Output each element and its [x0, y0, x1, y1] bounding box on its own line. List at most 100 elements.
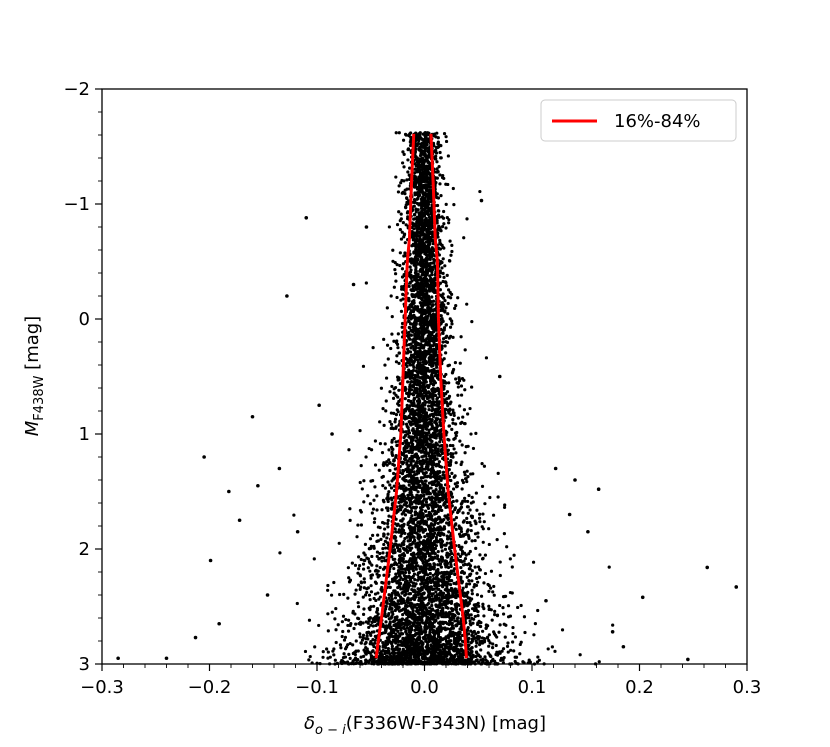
scatter-point — [463, 496, 467, 500]
scatter-point — [386, 532, 390, 536]
scatter-point — [470, 539, 474, 543]
scatter-point — [392, 471, 396, 476]
scatter-point — [449, 595, 454, 599]
scatter-point — [390, 450, 394, 454]
scatter-point — [405, 403, 409, 407]
scatter-point — [452, 413, 456, 418]
scatter-point — [381, 640, 385, 645]
scatter-point — [399, 608, 404, 612]
scatter-point — [451, 408, 455, 412]
scatter-point — [488, 641, 492, 645]
scatter-point — [465, 529, 469, 533]
scatter-point — [486, 651, 490, 655]
scatter-point — [395, 615, 399, 619]
scatter-point — [411, 610, 415, 614]
scatter-point — [399, 212, 403, 216]
scatter-point — [457, 544, 461, 549]
scatter-point — [444, 202, 448, 206]
scatter-point — [388, 620, 392, 624]
scatter-point — [449, 478, 453, 483]
scatter-point — [359, 510, 363, 514]
scatter-point — [372, 520, 377, 524]
scatter-point — [438, 475, 442, 479]
scatter-point — [358, 587, 362, 592]
scatter-point — [400, 530, 404, 535]
scatter-point — [414, 453, 418, 457]
scatter-point — [404, 603, 408, 607]
scatter-point — [497, 630, 501, 634]
scatter-point — [347, 652, 351, 656]
scatter-point — [417, 175, 421, 179]
scatter-point — [359, 557, 363, 562]
scatter-point — [372, 644, 376, 649]
scatter-point — [387, 593, 391, 597]
scatter-point — [359, 523, 364, 527]
scatter-point — [441, 615, 446, 619]
scatter-point — [437, 493, 441, 497]
scatter-point — [469, 629, 473, 633]
scatter-point — [451, 569, 456, 573]
scatter-point — [411, 393, 416, 397]
scatter-point — [411, 427, 415, 431]
scatter-point — [420, 270, 424, 274]
scatter-point — [365, 634, 369, 638]
scatter-point — [390, 647, 394, 651]
scatter-point — [390, 438, 394, 442]
scatter-point — [399, 309, 404, 313]
scatter-point — [433, 374, 437, 378]
scatter-point — [413, 628, 417, 632]
scatter-point — [338, 592, 342, 597]
scatter-point — [435, 554, 440, 558]
scatter-point — [401, 138, 406, 142]
scatter-point — [364, 455, 368, 459]
scatter-point — [459, 462, 463, 467]
scatter-point — [438, 538, 442, 542]
scatter-point — [461, 520, 466, 524]
scatter-point — [368, 642, 372, 646]
scatter-point — [373, 592, 378, 596]
scatter-point — [441, 331, 445, 335]
scatter-point — [321, 655, 325, 659]
scatter-point — [441, 473, 445, 477]
scatter-point — [317, 623, 321, 628]
scatter-point — [384, 620, 388, 624]
scatter-point — [533, 621, 537, 626]
scatter-point — [492, 632, 497, 636]
scatter-point — [437, 165, 441, 169]
scatter-point — [470, 592, 474, 596]
scatter-point — [357, 567, 361, 571]
scatter-point — [458, 361, 462, 365]
scatter-point — [395, 223, 400, 227]
scatter-point — [465, 505, 470, 509]
scatter-point — [368, 569, 372, 573]
scatter-point — [399, 567, 403, 571]
scatter-point — [397, 528, 401, 532]
scatter-point — [386, 541, 390, 545]
scatter-point — [458, 439, 462, 443]
scatter-point — [480, 557, 485, 561]
scatter-point — [469, 623, 473, 627]
scatter-point — [431, 242, 435, 246]
scatter-point — [387, 225, 391, 229]
scatter-point — [469, 558, 474, 563]
scatter-point — [490, 618, 494, 622]
scatter-point — [413, 526, 417, 531]
scatter-point — [389, 422, 394, 426]
scatter-point — [362, 500, 366, 504]
scatter-point — [474, 491, 478, 495]
scatter-point — [373, 619, 377, 624]
scatter-point — [449, 296, 453, 300]
scatter-point — [396, 332, 400, 336]
scatter-point — [415, 185, 419, 189]
scatter-point — [446, 437, 450, 442]
scatter-point — [452, 202, 456, 207]
scatter-point — [333, 617, 337, 621]
scatter-point — [437, 209, 441, 213]
scatter-point — [496, 471, 500, 475]
scatter-point — [375, 494, 379, 498]
scatter-point — [482, 614, 486, 618]
scatter-point — [391, 396, 396, 400]
scatter-point — [412, 396, 416, 401]
scatter-point — [407, 480, 411, 484]
